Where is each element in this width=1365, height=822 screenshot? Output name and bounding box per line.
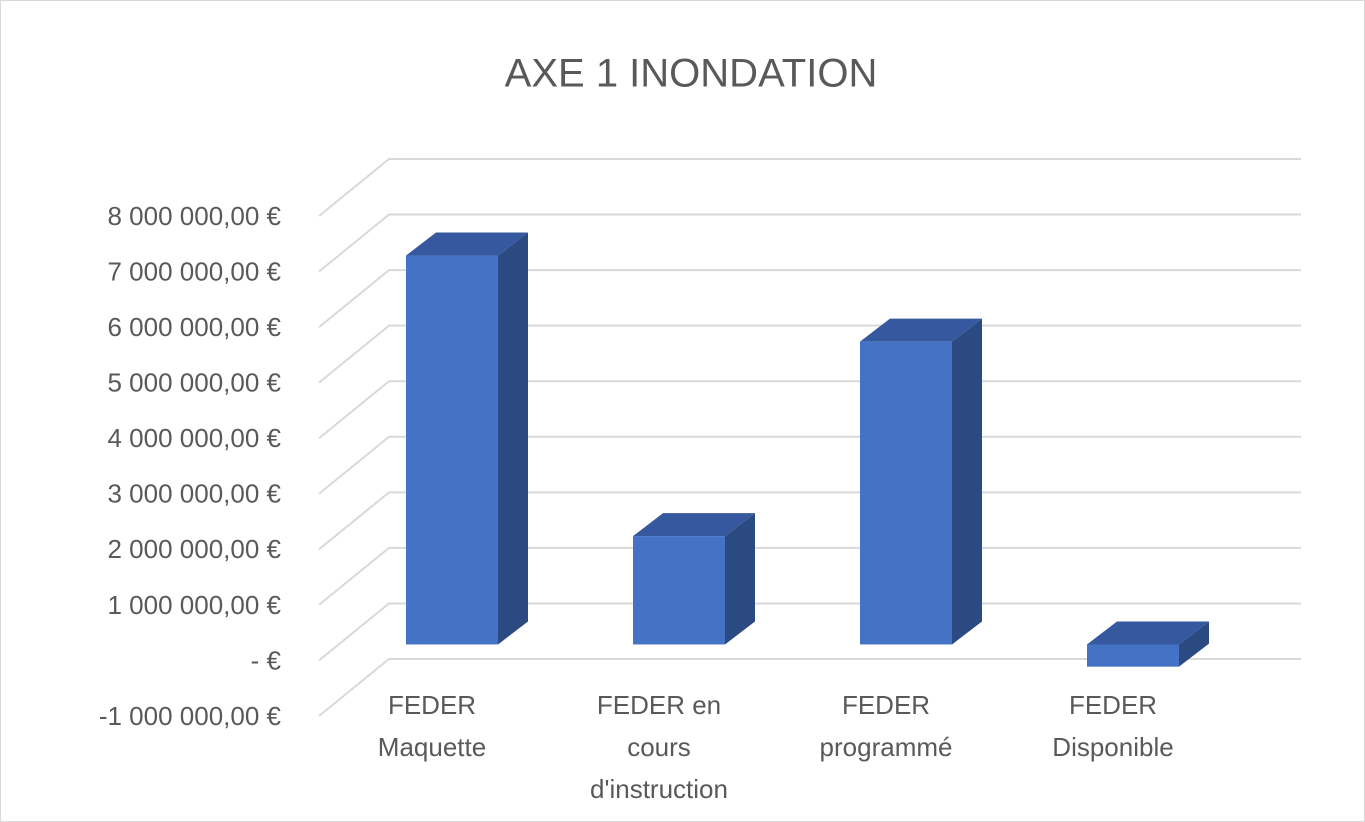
bar-top <box>860 318 982 342</box>
y-tick-label: 1 000 000,00 € <box>108 590 282 620</box>
x-tick-label: FEDER programmé <box>819 690 953 762</box>
y-tick-label: 6 000 000,00 € <box>108 312 282 342</box>
chart-title: AXE 1 INONDATION <box>505 52 878 96</box>
bar-front <box>406 255 498 645</box>
grid-line <box>318 491 1301 551</box>
bar <box>860 318 982 645</box>
bar <box>406 232 528 645</box>
bar-top <box>1087 621 1209 645</box>
bar-front <box>633 536 725 645</box>
bar-side <box>725 513 755 645</box>
grid-line <box>318 213 1301 273</box>
bar-top <box>633 513 755 537</box>
bar <box>633 513 755 645</box>
bar <box>1087 621 1209 667</box>
y-tick-label: - € <box>251 645 282 675</box>
x-tick-label: FEDER en cours d'instruction <box>590 690 728 804</box>
grid-line <box>318 658 1301 717</box>
y-tick-label: 8 000 000,00 € <box>108 201 282 231</box>
grid-line <box>318 435 1301 495</box>
bar-side <box>952 318 982 645</box>
grid-line <box>318 380 1301 439</box>
y-tick-label: -1 000 000,00 € <box>99 701 282 731</box>
y-tick-label: 3 000 000,00 € <box>108 479 282 509</box>
x-tick-label: FEDER Disponible <box>1052 690 1174 762</box>
bar-top <box>406 232 528 256</box>
y-tick-label: 5 000 000,00 € <box>108 368 282 398</box>
grid-line <box>318 324 1301 384</box>
x-tick-label: FEDER Maquette <box>377 690 487 762</box>
y-tick-label: 4 000 000,00 € <box>108 423 282 453</box>
y-tick-label: 2 000 000,00 € <box>108 534 282 564</box>
bar-front <box>1087 644 1179 667</box>
bar-side <box>1179 621 1209 667</box>
bar-front <box>860 341 952 645</box>
bar-side <box>498 232 528 645</box>
grid-line <box>318 269 1301 328</box>
y-tick-label: 7 000 000,00 € <box>108 256 282 286</box>
grid-line <box>318 602 1301 662</box>
grid-line <box>318 158 1301 217</box>
grid-line <box>318 546 1301 606</box>
